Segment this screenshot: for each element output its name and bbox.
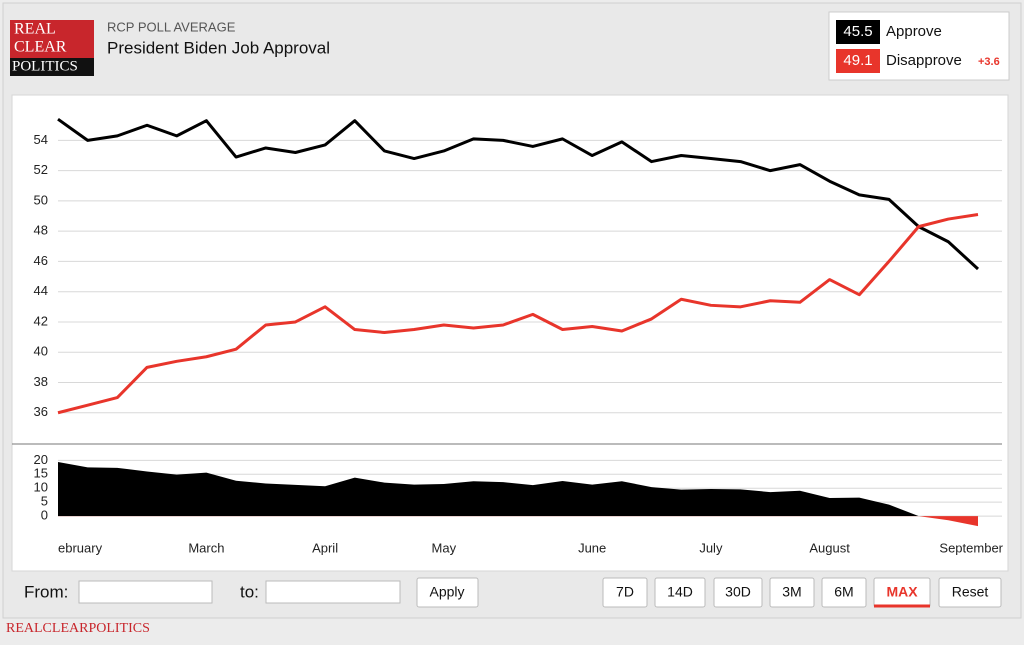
apply-button[interactable] xyxy=(416,577,479,608)
range-button[interactable] xyxy=(938,577,1002,608)
line-series xyxy=(57,213,979,415)
x-tick-label: May xyxy=(432,540,457,555)
logo-text: REAL xyxy=(14,21,56,38)
y-tick-label: 54 xyxy=(34,132,48,147)
range-label: 30D xyxy=(725,584,751,600)
y-tick-label: 52 xyxy=(34,162,48,177)
y-tick-label: 46 xyxy=(34,253,48,268)
line-series xyxy=(57,117,980,271)
range-button[interactable] xyxy=(654,577,706,608)
x-tick-label: July xyxy=(699,540,723,555)
x-tick-label: August xyxy=(809,540,850,555)
logo-text: CLEAR xyxy=(14,39,67,56)
x-tick-label: March xyxy=(188,540,224,555)
y-tick-label: 5 xyxy=(41,494,48,509)
x-tick-label: April xyxy=(312,540,338,555)
range-label: 6M xyxy=(834,584,853,600)
y-tick-label: 0 xyxy=(41,508,48,523)
range-label: MAX xyxy=(886,584,918,600)
y-tick-label: 15 xyxy=(34,466,48,481)
legend-swatch xyxy=(836,20,880,44)
to-input[interactable] xyxy=(265,580,401,604)
y-tick-label: 36 xyxy=(34,404,48,419)
to-label: to: xyxy=(240,582,259,601)
range-label: 3M xyxy=(782,584,801,600)
y-tick-label: 38 xyxy=(34,374,48,389)
x-tick-label: ebruary xyxy=(58,540,103,555)
spread-area xyxy=(58,462,919,516)
range-button[interactable] xyxy=(602,577,648,608)
y-tick-label: 48 xyxy=(34,223,48,238)
logo-text: POLITICS xyxy=(12,58,78,74)
legend-label: Approve xyxy=(886,23,942,40)
y-tick-label: 20 xyxy=(34,452,48,467)
x-tick-label: June xyxy=(578,540,606,555)
range-button[interactable] xyxy=(769,577,815,608)
legend-label: Disapprove xyxy=(886,52,962,69)
y-tick-label: 42 xyxy=(34,313,48,328)
legend-swatch xyxy=(836,49,880,73)
y-tick-label: 44 xyxy=(34,283,48,298)
from-label: From: xyxy=(24,582,68,601)
kicker: RCP POLL AVERAGE xyxy=(107,19,236,34)
legend-value: 45.5 xyxy=(843,23,872,40)
range-button[interactable] xyxy=(821,577,867,608)
y-tick-label: 40 xyxy=(34,344,48,359)
title: President Biden Job Approval xyxy=(107,38,330,57)
legend-value: 49.1 xyxy=(843,52,872,69)
footer: REALCLEARPOLITICS xyxy=(6,621,150,636)
range-label: 7D xyxy=(616,584,634,600)
range-label: Reset xyxy=(952,584,989,600)
apply-label: Apply xyxy=(429,584,464,600)
y-tick-label: 10 xyxy=(34,480,48,495)
from-input[interactable] xyxy=(78,580,213,604)
range-label: 14D xyxy=(667,584,693,600)
x-tick-label: September xyxy=(939,540,1003,555)
legend-spread: +3.6 xyxy=(978,56,1000,68)
y-tick-label: 50 xyxy=(34,192,48,207)
range-button[interactable] xyxy=(713,577,763,608)
logo-band xyxy=(10,58,94,76)
